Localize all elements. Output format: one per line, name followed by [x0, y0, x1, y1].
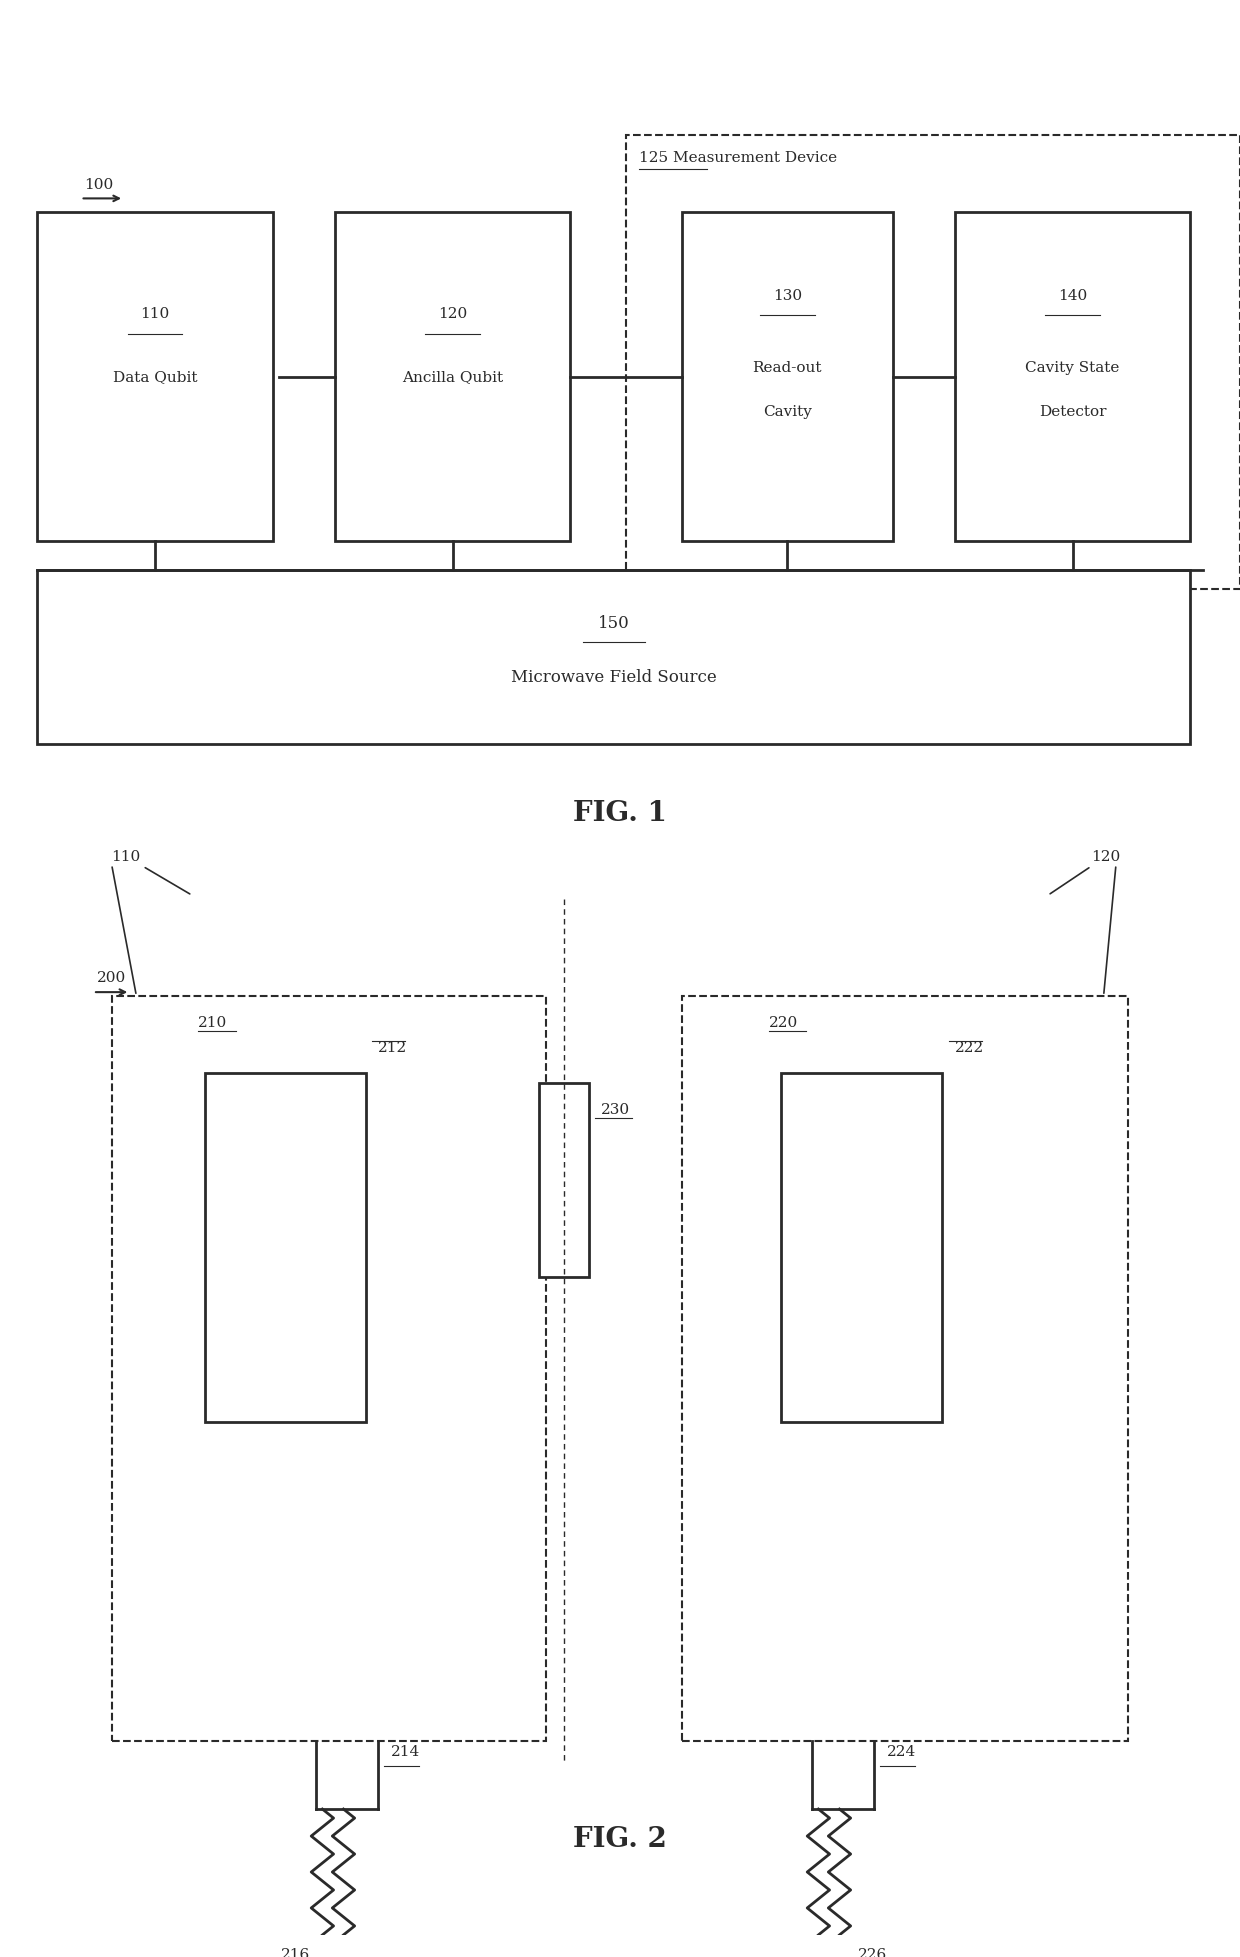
Text: 110: 110	[140, 307, 170, 321]
Text: 110: 110	[112, 849, 190, 894]
Text: 224: 224	[887, 1744, 916, 1757]
Text: 130: 130	[773, 290, 802, 303]
Text: 230: 230	[601, 1104, 630, 1117]
FancyBboxPatch shape	[37, 213, 273, 542]
Text: Microwave Field Source: Microwave Field Source	[511, 669, 717, 685]
Text: 220: 220	[769, 1016, 799, 1029]
FancyBboxPatch shape	[205, 1074, 366, 1423]
Text: 120: 120	[1050, 849, 1121, 894]
FancyBboxPatch shape	[781, 1074, 942, 1423]
Text: Detector: Detector	[1039, 405, 1106, 419]
Text: 222: 222	[955, 1041, 985, 1055]
Text: 150: 150	[598, 614, 630, 632]
FancyBboxPatch shape	[626, 135, 1240, 591]
Text: Cavity State: Cavity State	[1025, 360, 1120, 374]
Text: 100: 100	[84, 178, 114, 192]
Text: Ancilla Qubit: Ancilla Qubit	[402, 370, 503, 384]
Text: FIG. 1: FIG. 1	[573, 798, 667, 826]
Text: FIG. 2: FIG. 2	[573, 1824, 667, 1851]
Text: Data Qubit: Data Qubit	[113, 370, 197, 384]
FancyBboxPatch shape	[682, 996, 1128, 1742]
FancyBboxPatch shape	[37, 571, 1190, 746]
FancyBboxPatch shape	[955, 213, 1190, 542]
FancyBboxPatch shape	[682, 213, 893, 542]
Text: 226: 226	[858, 1947, 888, 1957]
Text: 125 Measurement Device: 125 Measurement Device	[639, 151, 837, 164]
Text: 214: 214	[391, 1744, 420, 1757]
Text: 140: 140	[1058, 290, 1087, 303]
FancyBboxPatch shape	[112, 996, 546, 1742]
FancyBboxPatch shape	[539, 1084, 589, 1278]
Text: Read-out: Read-out	[753, 360, 822, 374]
FancyBboxPatch shape	[335, 213, 570, 542]
Text: 212: 212	[378, 1041, 408, 1055]
Text: 200: 200	[97, 971, 126, 984]
Text: 216: 216	[280, 1947, 310, 1957]
Text: 120: 120	[438, 307, 467, 321]
Text: Cavity: Cavity	[763, 405, 812, 419]
Text: 210: 210	[198, 1016, 228, 1029]
